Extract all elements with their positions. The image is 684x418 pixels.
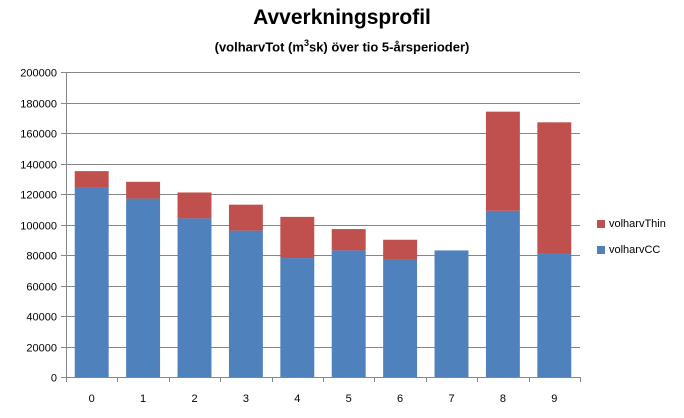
legend-item-volharvthin: volharvThin	[597, 218, 666, 230]
subtitle-text-end: sk) över tio 5-årsperioder)	[308, 39, 470, 55]
x-tick-label: 7	[448, 393, 454, 405]
y-tick-label: 140000	[20, 160, 57, 172]
x-tick-label: 1	[140, 393, 146, 405]
legend-item-volharvcc: volharvCC	[597, 244, 660, 256]
y-tick-label: 20000	[26, 343, 57, 355]
y-tick-label: 80000	[26, 251, 57, 263]
x-axis-ticks: 0 1 2 3 4 5 6 7 8 9	[66, 377, 581, 405]
bar-volharvcc-2	[177, 218, 212, 377]
x-tick-label: 5	[346, 393, 352, 405]
x-tick-label: 2	[191, 393, 197, 405]
x-tick-label: 4	[294, 393, 300, 405]
x-tick-label: 8	[500, 393, 506, 405]
legend-label-volharvcc: volharvCC	[609, 244, 661, 256]
bar-volharvthin-6	[383, 239, 418, 260]
y-tick-label: 100000	[20, 221, 57, 233]
y-tick-label: 200000	[20, 68, 57, 80]
bar-volharvthin-2	[177, 192, 212, 219]
bar-volharvcc-0	[74, 187, 109, 377]
bar-volharvthin-9	[537, 122, 572, 254]
bar-volharvthin-3	[228, 204, 263, 231]
bar-volharvcc-8	[485, 210, 520, 377]
bar-volharvcc-6	[383, 259, 418, 377]
bar-volharvcc-1	[126, 198, 161, 377]
x-tick-label: 9	[551, 393, 557, 405]
y-tick-label: 120000	[20, 190, 57, 202]
y-tick-label: 160000	[20, 129, 57, 141]
x-tick-label: 0	[89, 393, 95, 405]
y-tick-label: 40000	[26, 312, 57, 324]
legend-swatch-volharvthin	[597, 220, 605, 228]
bar-volharvthin-1	[126, 181, 161, 199]
bar-volharvthin-8	[485, 111, 520, 211]
bar-volharvcc-7	[434, 250, 469, 377]
bar-volharvcc-3	[228, 230, 263, 377]
y-axis-ticks: 0 20000 40000 60000 80000 100000 120000 140000 1…	[20, 68, 66, 385]
legend-label-volharvthin: volharvThin	[609, 218, 666, 230]
chart-subtitle: (volharvTot (m3sk) över tio 5-årsperiode…	[0, 38, 684, 54]
chart-title: Avverkningsprofil	[253, 6, 431, 29]
subtitle-text-start: (volharvTot (m	[214, 39, 304, 55]
legend-swatch-volharvcc	[597, 246, 605, 254]
subtitle-superscript: 3	[303, 38, 309, 48]
bar-volharvthin-0	[74, 171, 109, 188]
bars	[74, 111, 572, 377]
bar-volharvcc-9	[537, 253, 572, 377]
y-tick-label: 0	[51, 373, 57, 385]
x-tick-label: 3	[243, 393, 249, 405]
bar-volharvthin-5	[331, 229, 366, 251]
y-tick-label: 180000	[20, 99, 57, 111]
bar-volharvthin-4	[280, 216, 315, 259]
y-tick-label: 60000	[26, 282, 57, 294]
bar-volharvcc-5	[331, 250, 366, 377]
bar-volharvcc-4	[280, 258, 315, 377]
x-tick-label: 6	[397, 393, 403, 405]
